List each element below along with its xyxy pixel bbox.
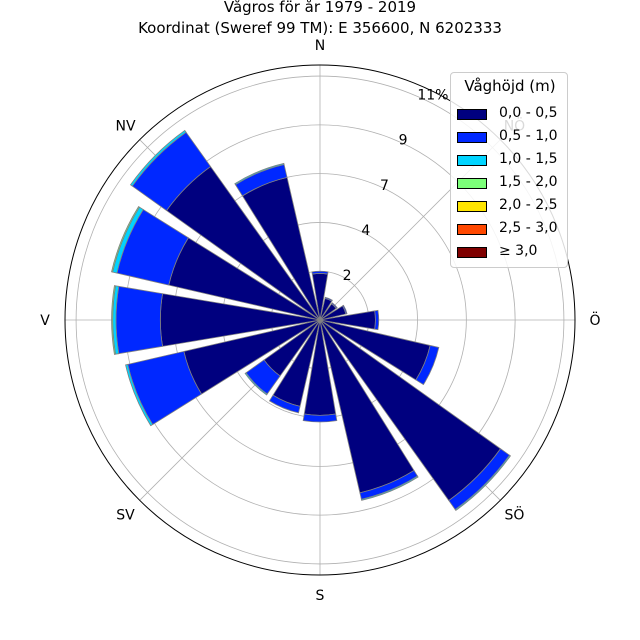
sector-bar	[125, 363, 154, 427]
legend-item: 2,0 - 2,5	[457, 197, 567, 217]
radial-tick-label: 7	[380, 178, 389, 194]
legend-item: 0,0 - 0,5	[457, 105, 567, 125]
legend-swatch	[457, 155, 487, 166]
direction-label-nv: NV	[116, 119, 136, 135]
sector-bar	[331, 302, 338, 309]
legend-title: Våghöjd (m)	[464, 77, 556, 95]
sector-bar	[302, 413, 338, 423]
legend-swatch	[457, 178, 487, 189]
direction-label-so: SÖ	[505, 505, 525, 523]
direction-label-o: Ö	[589, 311, 600, 329]
legend-label: 0,0 - 0,5	[499, 105, 558, 121]
legend-label: 0,5 - 1,0	[499, 128, 558, 144]
sector-bar	[360, 475, 419, 501]
sector-bar	[342, 304, 348, 315]
legend-swatch	[457, 247, 487, 258]
sector-bar	[234, 162, 285, 186]
sector-bar	[311, 270, 329, 275]
sector-bar	[129, 129, 187, 187]
radial-tick-label: 11%	[417, 88, 448, 104]
legend-item: ≥ 3,0	[457, 243, 567, 263]
radial-tick-label: 4	[361, 223, 370, 239]
legend-item: 1,0 - 1,5	[457, 151, 567, 171]
direction-label-v: V	[40, 313, 50, 329]
sector-bar	[454, 454, 512, 512]
legend-item: 0,5 - 1,0	[457, 128, 567, 148]
sector-bar	[374, 309, 380, 331]
sector-bar	[268, 394, 301, 414]
sector-bar	[111, 285, 116, 355]
outer-ring	[64, 64, 576, 576]
chart-subtitle: Koordinat (Sweref 99 TM): E 356600, N 62…	[138, 19, 502, 37]
legend-item: 2,5 - 3,0	[457, 220, 567, 240]
legend-swatch	[457, 132, 487, 143]
sector-bar	[244, 372, 268, 396]
legend-item: 1,5 - 2,0	[457, 174, 567, 194]
direction-label-n: N	[315, 38, 325, 54]
legend-label: 2,5 - 3,0	[499, 220, 558, 236]
sector-bar	[115, 285, 164, 355]
sector-bar	[324, 296, 333, 302]
sector-bars	[111, 129, 512, 512]
legend-swatch	[457, 109, 487, 120]
legend-label: 1,0 - 1,5	[499, 151, 558, 167]
legend-label: 1,5 - 2,0	[499, 174, 558, 190]
direction-label-s: S	[316, 588, 325, 604]
radial-tick-label: 2	[343, 268, 352, 284]
legend-swatch	[457, 201, 487, 212]
legend-swatch	[457, 224, 487, 235]
legend-label: 2,0 - 2,5	[499, 197, 558, 213]
legend: Våghöjd (m) 0,0 - 0,5 0,5 - 1,0 1,0 - 1,5 1…	[450, 72, 568, 268]
direction-label-sv: SV	[116, 507, 135, 523]
legend-label: ≥ 3,0	[499, 243, 538, 259]
sector-bar	[415, 344, 440, 386]
sector-bar	[111, 206, 141, 273]
chart-title: Vågros för år 1979 - 2019	[223, 0, 417, 16]
radial-tick-label: 9	[399, 133, 408, 149]
